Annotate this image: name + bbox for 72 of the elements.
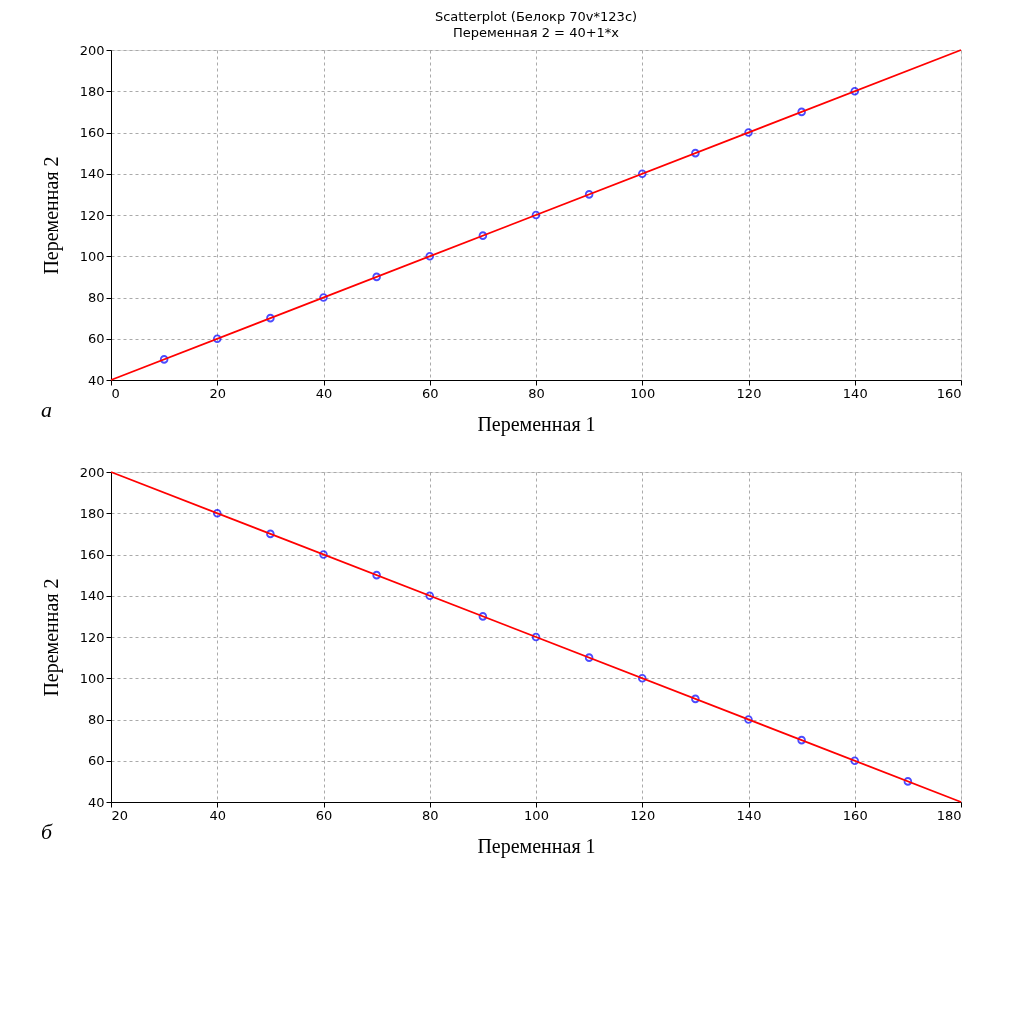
y-tick-label: 80 — [87, 712, 105, 727]
point — [372, 272, 381, 282]
y-tick-label: 60 — [87, 753, 105, 769]
x-tick-label: 120 — [736, 385, 762, 401]
point — [213, 509, 222, 518]
point — [478, 231, 488, 240]
x-tick-label: 20 — [209, 385, 227, 401]
point — [638, 169, 647, 178]
x-axis-title: Переменная 1 — [477, 412, 596, 436]
point — [319, 293, 328, 302]
x-tick-label: 120 — [630, 807, 656, 823]
point — [319, 550, 328, 559]
point — [744, 715, 753, 724]
x-tick-label: 80 — [421, 807, 439, 823]
point — [584, 653, 594, 662]
point — [425, 252, 434, 261]
chart-title: Scatterplot (Белокр 70v*123c) — [434, 9, 638, 24]
y-tick-label: 40 — [87, 794, 105, 810]
x-tick-label: 80 — [528, 385, 545, 401]
x-tick-label: 40 — [315, 385, 333, 401]
point — [213, 334, 222, 343]
y-tick-label: 120 — [79, 207, 105, 223]
y-tick-label: 200 — [79, 464, 105, 480]
x-tick-label: 140 — [842, 385, 868, 401]
text: б — [41, 819, 53, 844]
point — [903, 777, 913, 786]
point — [744, 128, 753, 137]
y-tick-label: 200 — [79, 42, 105, 58]
y-tick-label: 160 — [79, 125, 105, 140]
point — [797, 107, 806, 117]
x-tick-label: 160 — [842, 807, 868, 823]
point — [531, 210, 541, 220]
x-tick-label: 160 — [936, 385, 962, 401]
point — [266, 313, 275, 323]
point — [159, 355, 169, 364]
point — [425, 591, 434, 600]
point — [691, 694, 700, 704]
x-tick-label: 0 — [111, 385, 120, 401]
y-axis-title: Переменная 2 — [39, 156, 63, 275]
x-tick-label: 100 — [630, 385, 656, 401]
y-tick-label: 180 — [79, 505, 105, 521]
x-tick-label: 60 — [421, 385, 439, 401]
chart-subtitle: Переменная 2 = 40+1*x — [452, 25, 620, 40]
text: а — [41, 397, 52, 422]
x-tick-label: 40 — [209, 807, 227, 823]
y-tick-label: 180 — [79, 83, 105, 99]
y-tick-label: 100 — [79, 670, 105, 686]
point — [850, 87, 859, 96]
point — [691, 148, 700, 158]
y-tick-label: 80 — [87, 290, 105, 305]
point — [584, 190, 594, 199]
y-tick-label: 60 — [87, 331, 105, 347]
y-tick-label: 100 — [79, 248, 105, 264]
x-tick-label: 20 — [111, 807, 129, 823]
point — [638, 674, 647, 683]
point — [372, 570, 381, 580]
y-tick-label: 160 — [79, 547, 105, 562]
x-tick-label: 140 — [736, 807, 762, 823]
x-tick-label: 100 — [524, 807, 549, 823]
x-axis-title: Переменная 1 — [477, 834, 596, 858]
point — [531, 632, 541, 642]
point — [266, 529, 275, 539]
y-tick-label: 140 — [79, 588, 105, 604]
y-tick-label: 40 — [87, 372, 105, 388]
point — [797, 735, 806, 745]
x-tick-label: 180 — [936, 807, 962, 823]
y-tick-label: 120 — [79, 629, 105, 645]
x-tick-label: 60 — [315, 807, 333, 823]
y-tick-label: 140 — [79, 166, 105, 182]
point — [478, 612, 488, 621]
point — [850, 756, 859, 765]
y-axis-title: Переменная 2 — [39, 578, 63, 697]
